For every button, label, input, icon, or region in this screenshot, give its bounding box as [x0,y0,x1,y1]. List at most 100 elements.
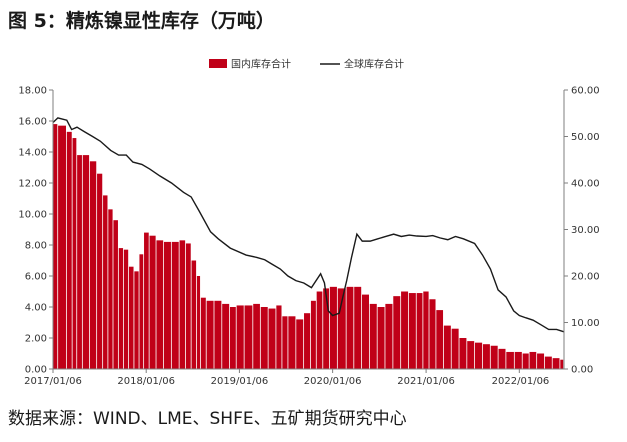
x-tick-label: 2018/01/06 [117,376,175,387]
inventory-bar [467,341,475,369]
x-tick-label: 2017/01/06 [24,376,82,387]
inventory-bar [537,353,545,369]
x-tick-label: 2021/01/06 [397,376,455,387]
inventory-bar [560,359,564,369]
y-left-tick-label: 2.00 [25,334,47,345]
inventory-bar [296,319,304,369]
inventory-bar [128,266,134,369]
inventory-bar [163,241,171,369]
chart-legend: 国内库存合计 全球库存合计 [209,58,404,71]
y-right-tick-label: 40.00 [571,179,600,190]
legend-domestic-swatch [209,59,227,68]
inventory-bar [416,293,423,369]
inventory-bar [377,307,385,369]
inventory-bar [316,291,323,369]
inventory-bar [436,310,444,369]
y-left-tick-label: 8.00 [25,241,47,252]
inventory-bar [443,325,451,369]
y-left-tick-label: 0.00 [25,365,47,376]
inventory-bar [385,303,393,369]
y-right-tick-label: 20.00 [571,272,600,283]
inventory-bar [82,155,90,369]
inventory-bar [139,254,144,369]
inventory-bar [346,286,354,369]
inventory-bar [118,248,124,369]
inventory-bar [475,342,483,369]
inventory-bar [77,155,82,369]
inventory-bar [191,260,197,369]
inventory-bar [337,288,346,369]
y-left-tick-label: 10.00 [18,210,47,221]
inventory-bar [185,243,191,369]
inventory-bar [149,235,156,369]
y-right-tick-label: 50.00 [571,132,600,143]
x-tick-label: 2022/01/06 [492,376,550,387]
data-source-note: 数据来源：WIND、LME、SHFE、五矿期货研究中心 [8,409,407,429]
inventory-bar [282,316,288,369]
inventory-bar [253,303,260,369]
y-left-tick-label: 6.00 [25,272,47,283]
inventory-bar [329,286,337,369]
domestic-inventory-bars [53,124,564,370]
inventory-bar [156,240,164,369]
inventory-bar [229,307,236,369]
y-left-tick-label: 14.00 [18,148,47,159]
inventory-bar [544,356,552,369]
inventory-bar [134,271,139,369]
inventory-bar [97,173,103,369]
inventory-bar [429,299,436,369]
inventory-bar [260,307,268,369]
y-right-tick-label: 30.00 [571,225,600,236]
inventory-bar [222,303,230,369]
global-inventory-line [52,117,565,333]
x-tick-label: 2019/01/06 [211,376,269,387]
inventory-bar [310,300,316,369]
legend-domestic-label: 国内库存合计 [231,58,291,71]
inventory-bar [171,241,179,369]
inventory-bar [108,209,113,369]
inventory-bar [244,305,253,369]
inventory-bar [506,351,514,369]
inventory-bar [288,316,296,369]
y-left-tick-label: 18.00 [18,86,47,97]
inventory-bar [362,294,369,369]
chart-axes: 0.00 2.00 4.00 6.00 8.00 10.00 12.00 14.00 16.00… [18,86,599,388]
inventory-bar [522,353,529,369]
inventory-bar [103,195,108,369]
inventory-bar [459,338,467,369]
y-right-tick-label: 60.00 [571,86,600,97]
inventory-bar [323,288,330,369]
y-left-tick-label: 16.00 [18,117,47,128]
inventory-bar [401,291,409,369]
inventory-bar [113,220,118,369]
y-right-tick-label: 0.00 [571,365,593,376]
inventory-bar [514,351,522,369]
inventory-bar [498,348,506,369]
inventory-bar [408,293,416,369]
inventory-bar [482,344,490,369]
y-left-tick-label: 4.00 [25,303,47,314]
inventory-bar [552,358,560,369]
inventory-bar [58,125,66,370]
inventory-bar [423,291,429,369]
inventory-bar [123,249,129,369]
inventory-bar [200,297,206,369]
figure-title: 图 5：精炼镍显性库存（万吨） [8,10,275,32]
inventory-bar [268,308,276,369]
inventory-bar [144,232,149,369]
x-tick-label: 2020/01/06 [304,376,362,387]
y-left-tick-label: 12.00 [18,179,47,190]
inventory-bar [179,240,186,369]
inventory-bar [354,286,362,369]
inventory-bar [529,351,537,369]
inventory-bar [236,305,244,369]
inventory-bar [206,300,214,369]
inventory-bar [276,305,282,369]
inventory-bar [66,131,72,369]
inventory-bar [89,161,97,369]
legend-global-label: 全球库存合计 [344,58,404,71]
inventory-bar [196,276,201,369]
inventory-bar [53,124,58,369]
inventory-bar [214,300,222,369]
